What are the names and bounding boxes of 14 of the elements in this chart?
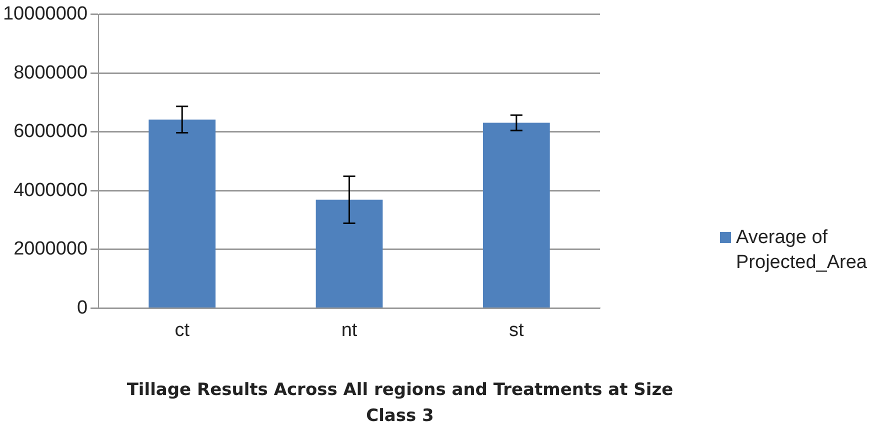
y-tick-label: 4000000 bbox=[14, 180, 88, 201]
y-tick-label: 10000000 bbox=[2, 4, 88, 25]
x-tick-label: ct bbox=[174, 320, 190, 341]
bar bbox=[316, 200, 383, 308]
y-tick-label: 8000000 bbox=[14, 62, 88, 84]
text: Tillage Results Across All regions and Treatments at Size Class 3 bbox=[126, 379, 674, 427]
x-tick-label: nt bbox=[341, 320, 358, 341]
y-tick-label: 0 bbox=[76, 297, 88, 318]
bar bbox=[148, 120, 216, 308]
y-tick-label: 6000000 bbox=[14, 121, 88, 142]
x-tick-label: st bbox=[509, 320, 525, 341]
bar bbox=[482, 122, 550, 308]
legend-label: Average of Projected_Area bbox=[736, 226, 868, 275]
y-tick-label: 2000000 bbox=[14, 238, 88, 260]
